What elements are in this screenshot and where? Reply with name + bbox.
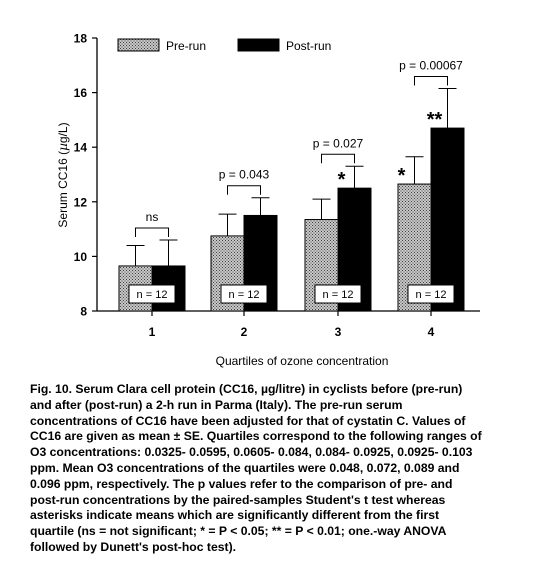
significance-bracket (414, 76, 448, 86)
caption-line-2: and after (post-run) a 2-h run in Parma … (30, 397, 403, 412)
n-label-box (407, 284, 455, 304)
y-tick-label: 12 (74, 195, 88, 209)
x-axis-label: Quartiles of ozone concentration (216, 354, 389, 368)
n-label: n = 12 (137, 289, 168, 301)
y-tick-label: 8 (80, 305, 87, 319)
significance-bracket (321, 153, 355, 164)
bar-post-run (430, 127, 465, 312)
caption-line-10: quartile (ns = not significant; * = P < … (30, 524, 447, 539)
y-axis-label-part-1: Serum CC16 ( (56, 151, 70, 228)
p-value-label: p = 0.027 (313, 136, 364, 150)
y-axis-label: Serum CC16 (µg/L) (56, 122, 70, 227)
caption-line-7: 0.096 ppm, respectively. The p values re… (30, 476, 453, 491)
caption-line-4: CC16 are given as mean ± SE. Quartiles c… (30, 429, 482, 444)
significance-bracket (227, 185, 261, 195)
pre-run-significance-marker: * (398, 165, 406, 187)
legend-swatch-post-run (237, 38, 280, 52)
bar-chart: Serum CC16 (µg/L) Quartiles of ozone con… (56, 32, 480, 368)
x-tick-label: 4 (428, 325, 435, 339)
legend-label-post-run: Post-run (286, 39, 331, 53)
y-tick-label: 18 (74, 32, 88, 46)
legend-label-pre-run: Pre-run (166, 39, 206, 53)
caption-line-8: post-run concentrations by the paired-sa… (30, 492, 446, 507)
x-tick-label: 1 (149, 325, 156, 339)
caption-line-9: asterisks indicate means which are signi… (30, 508, 440, 523)
caption-line-5: O3 concentrations: 0.0325- 0.0595, 0.060… (30, 445, 473, 460)
p-value-label: p = 0.00067 (399, 59, 463, 73)
x-tick-label: 3 (335, 325, 342, 339)
y-axis-label-mu: µ (56, 143, 70, 151)
y-tick-label: 14 (74, 141, 88, 155)
y-axis-label-part-2: g/L) (56, 122, 70, 143)
p-value-label: ns (146, 210, 159, 224)
figure-caption: Fig. 10. Serum Clara cell protein (CC16,… (30, 382, 530, 556)
post-run-significance-marker: ** (427, 109, 443, 131)
caption-line-6: ppm. Mean O3 concentrations of the quart… (30, 460, 460, 475)
caption-line-3: concentrations of CC16 have been adjuste… (30, 413, 466, 428)
n-label: n = 12 (229, 289, 260, 301)
n-label-box (128, 284, 176, 304)
caption-line-1: Fig. 10. Serum Clara cell protein (CC16,… (30, 382, 463, 396)
n-label-box (314, 284, 362, 304)
legend-swatch-pre-run (117, 38, 160, 52)
significance-bracket (135, 227, 169, 238)
p-value-label: p = 0.043 (219, 168, 270, 182)
n-label-box (220, 284, 268, 304)
y-tick-label: 10 (74, 250, 88, 264)
caption-line-11: followed by Dunett's post-hoc test). (30, 539, 237, 554)
post-run-significance-marker: * (338, 169, 346, 191)
y-tick-label: 16 (74, 86, 88, 100)
n-label: n = 12 (416, 289, 447, 301)
x-tick-label: 2 (241, 325, 248, 339)
n-label: n = 12 (323, 289, 354, 301)
